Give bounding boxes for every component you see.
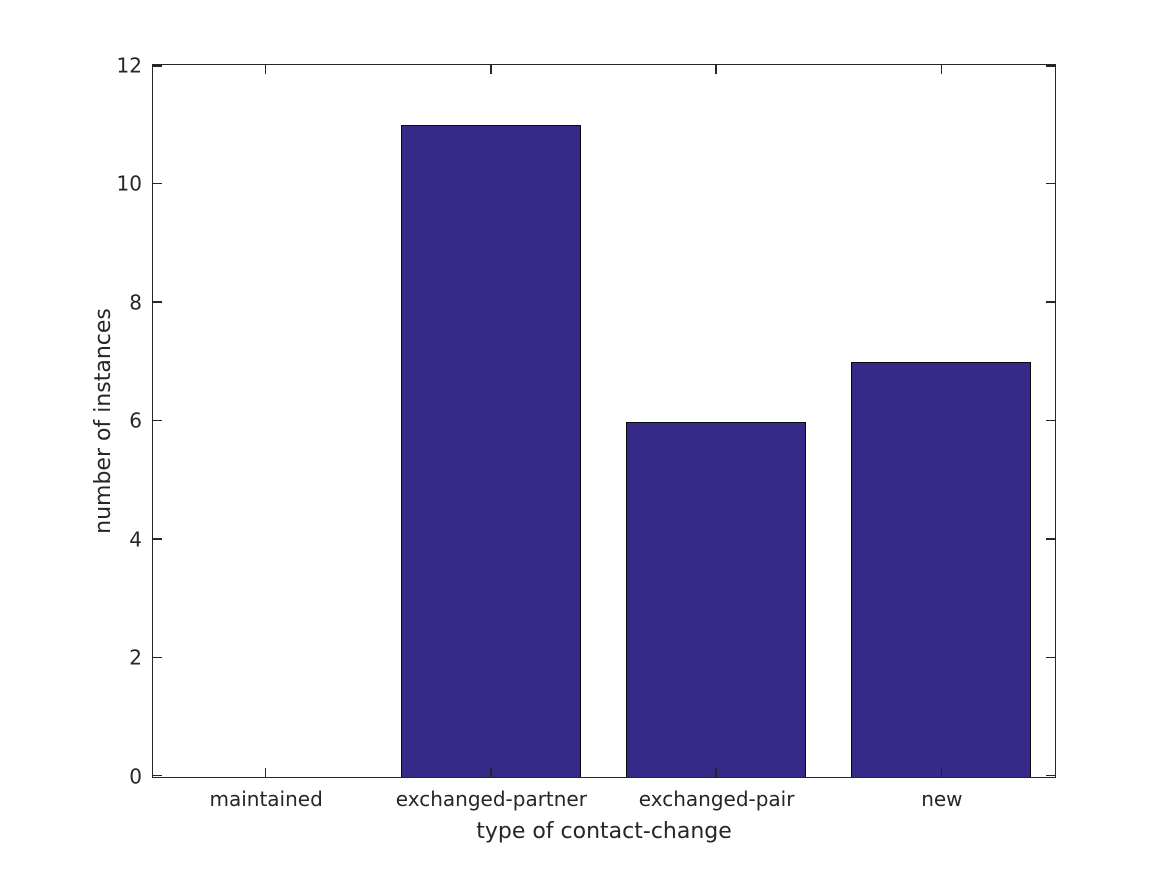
x-axis-label: type of contact-change	[476, 819, 732, 844]
x-tick-bottom	[264, 768, 267, 777]
y-tick-label-8: 8	[129, 290, 142, 315]
x-tick-top	[490, 65, 492, 74]
x-tick-top	[715, 65, 717, 74]
y-tick-left	[153, 419, 162, 422]
y-tick-left	[153, 656, 162, 659]
x-tick-bottom	[940, 768, 943, 777]
bar-new	[851, 362, 1032, 777]
y-tick-right	[1046, 182, 1055, 185]
x-tick-label-new: new	[921, 787, 963, 811]
y-tick-label-2: 2	[129, 645, 142, 670]
x-tick-top	[264, 65, 267, 74]
x-tick-label-maintained: maintained	[209, 787, 323, 811]
y-tick-right	[1046, 65, 1055, 67]
y-tick-left	[153, 301, 162, 303]
y-tick-right	[1046, 419, 1055, 422]
x-tick-top	[940, 65, 943, 74]
bar-exchanged-partner	[400, 125, 581, 777]
x-tick-bottom	[490, 768, 492, 777]
y-tick-right	[1046, 656, 1055, 659]
y-tick-left	[153, 65, 162, 67]
x-tick-label-exchanged-partner: exchanged-partner	[395, 787, 587, 811]
y-tick-left	[153, 774, 162, 776]
x-tick-label-exchanged-pair: exchanged-pair	[638, 787, 795, 811]
y-tick-right	[1046, 301, 1055, 303]
plot-area	[152, 64, 1056, 778]
y-tick-label-4: 4	[129, 527, 142, 552]
y-tick-left	[153, 538, 162, 540]
y-tick-right	[1046, 774, 1055, 776]
y-tick-label-10: 10	[116, 171, 142, 196]
y-tick-label-12: 12	[116, 53, 142, 78]
y-tick-label-0: 0	[129, 764, 142, 789]
y-tick-right	[1046, 538, 1055, 540]
bar-exchanged-pair	[626, 421, 807, 777]
y-tick-label-6: 6	[129, 408, 142, 433]
x-tick-bottom	[715, 768, 717, 777]
y-tick-left	[153, 182, 162, 185]
